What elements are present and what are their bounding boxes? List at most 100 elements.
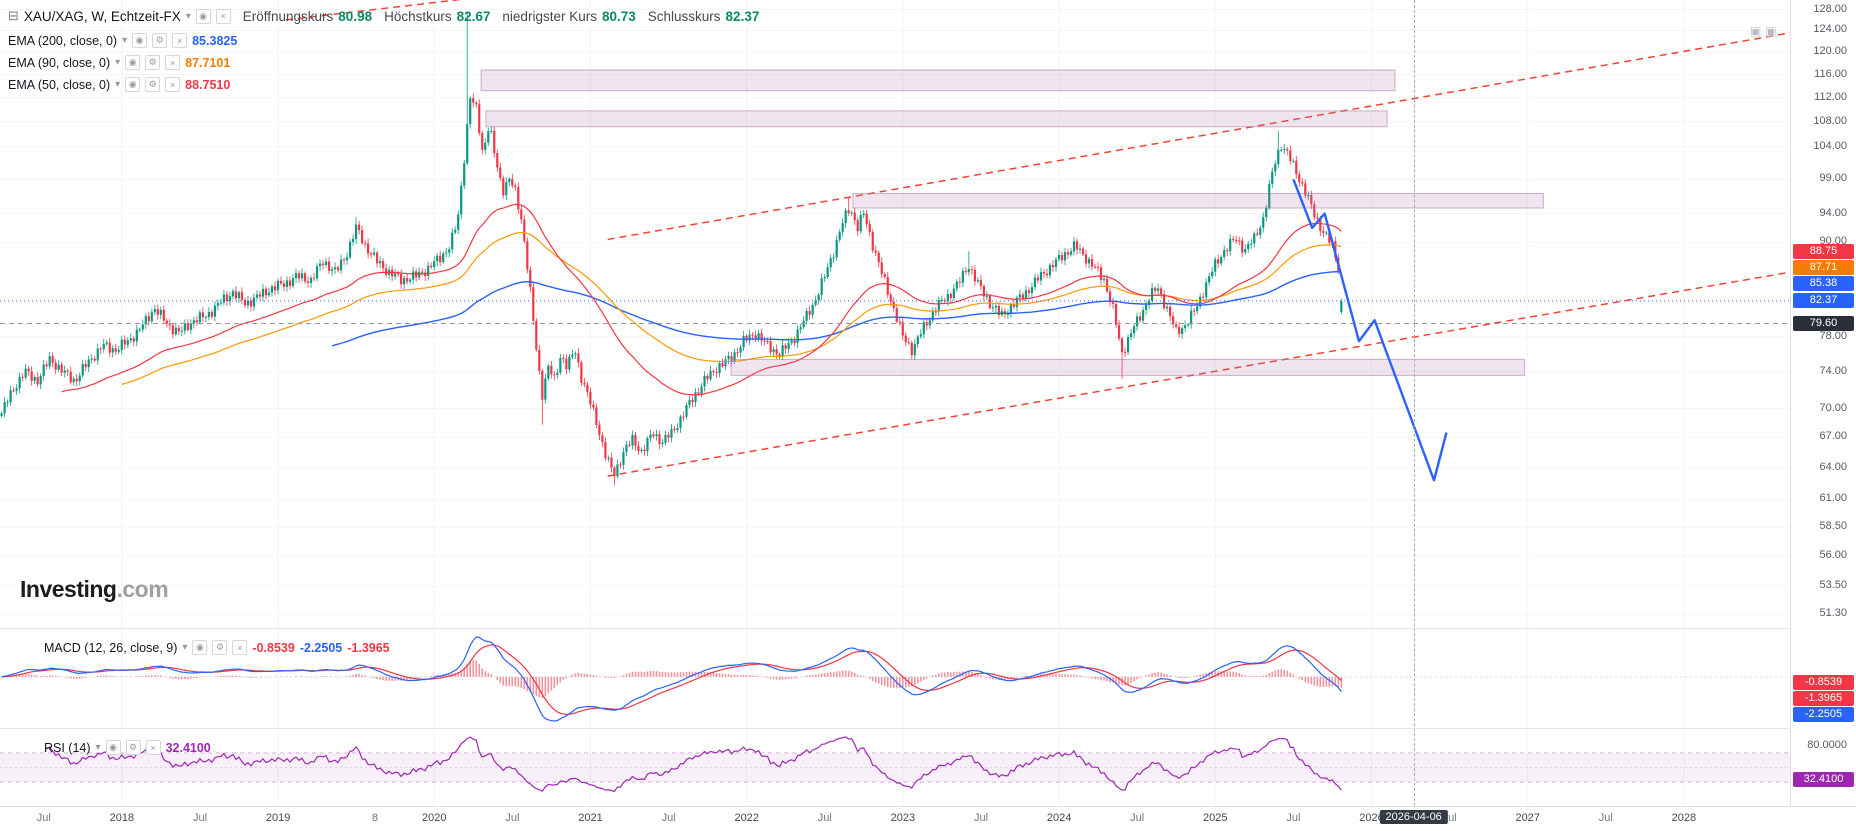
maximize-pane-icon[interactable]: ▣	[1750, 24, 1762, 38]
macd-line-value: -2.2505	[299, 640, 343, 655]
rsi-tick-label: 80.0000	[1807, 738, 1847, 751]
price-tick-label: 53.50	[1819, 579, 1847, 592]
time-axis-label: 2027	[1515, 812, 1540, 824]
settings-gear-icon[interactable]: ⚙	[212, 640, 228, 655]
price-axis[interactable]: 128.00 124.00 120.00 116.00 112.00 108.00 104.…	[1790, 0, 1856, 831]
ohlc-close-label: Schlusskurs	[647, 8, 721, 24]
price-tick-label: 94.00	[1819, 206, 1847, 219]
eye-icon[interactable]: ◉	[132, 33, 148, 48]
delete-icon[interactable]: ×	[232, 640, 248, 655]
time-axis-label: 2019	[265, 812, 291, 824]
settings-gear-icon[interactable]: ⚙	[145, 55, 161, 70]
rsi-badge: 32.4100	[1793, 772, 1854, 788]
ohlc-high-value: 82.67	[456, 8, 491, 24]
time-axis-label: Jul	[1598, 812, 1613, 824]
price-badge: 87.71	[1793, 259, 1854, 275]
time-axis-label: 2025	[1203, 812, 1228, 824]
macd-badge: -0.8539	[1793, 674, 1854, 690]
ema-50-label: EMA (50, close, 0)	[8, 77, 111, 92]
settings-gear-icon[interactable]: ⚙	[152, 33, 168, 48]
pane-separator[interactable]	[0, 628, 1790, 629]
time-axis-label: 2026	[1359, 812, 1384, 824]
settings-gear-icon[interactable]: ⚙	[145, 77, 161, 92]
eye-icon[interactable]: ◉	[195, 8, 211, 24]
logo-suffix: .com	[116, 576, 169, 602]
ema-50-legend[interactable]: EMA (50, close, 0) ▾ ◉ ⚙ × 88.7510	[8, 77, 230, 92]
price-tick-label: 116.00	[1814, 67, 1847, 80]
macd-signal-value: -1.3965	[347, 640, 390, 655]
delete-icon[interactable]: ×	[172, 33, 188, 48]
time-axis-label: Jul	[505, 812, 520, 824]
ema-50-value: 88.7510	[185, 77, 231, 92]
price-badge: 82.37	[1793, 292, 1854, 308]
time-axis-label: Jul	[1130, 812, 1145, 824]
chevron-down-icon[interactable]: ▾	[182, 642, 188, 653]
time-axis-label: 2022	[734, 812, 759, 824]
price-tick-label: 104.00	[1813, 139, 1847, 152]
delete-icon[interactable]: ×	[165, 77, 181, 92]
eye-icon[interactable]: ◉	[192, 640, 208, 655]
rsi-panel[interactable]	[0, 729, 1790, 806]
macd-hist-value: -0.8539	[252, 640, 295, 655]
ohlc-low-label: niedrigster Kurs	[502, 8, 597, 24]
main-price-chart[interactable]	[0, 0, 1790, 629]
ohlc-low-value: 80.73	[601, 8, 636, 24]
macd-legend[interactable]: MACD (12, 26, close, 9) ▾ ◉ ⚙ × -0.8539 …	[44, 640, 390, 655]
price-tick-label: 64.00	[1819, 460, 1847, 473]
eye-icon[interactable]: ◉	[125, 77, 141, 92]
macd-label: MACD (12, 26, close, 9)	[44, 640, 178, 655]
time-axis-label: 2021	[578, 812, 603, 824]
cursor-date-badge: 2026-04-06	[1379, 810, 1448, 824]
time-axis-label: 2028	[1671, 812, 1697, 824]
chevron-down-icon[interactable]: ▾	[115, 57, 121, 68]
price-tick-label: 58.50	[1819, 520, 1847, 533]
chevron-down-icon[interactable]: ▾	[185, 10, 191, 22]
price-tick-label: 120.00	[1813, 45, 1847, 58]
price-tick-label: 78.00	[1819, 329, 1847, 342]
eye-icon[interactable]: ◉	[125, 55, 141, 70]
ema-200-legend[interactable]: EMA (200, close, 0) ▾ ◉ ⚙ × 85.3825	[8, 33, 237, 48]
pane-corner-controls: ▣ ▣	[1750, 24, 1777, 38]
time-axis-label: 2020	[422, 812, 447, 824]
macd-badge: -1.3965	[1793, 690, 1854, 706]
macd-panel[interactable]	[0, 629, 1790, 729]
price-tick-label: 74.00	[1819, 364, 1847, 377]
screenshot-icon[interactable]: ▣	[1765, 24, 1777, 38]
price-tick-label: 56.00	[1819, 549, 1847, 562]
chevron-down-icon[interactable]: ▾	[115, 79, 121, 90]
price-badge: 79.60	[1793, 315, 1854, 331]
symbol-legend[interactable]: ⊟ XAU/XAG, W, Echtzeit-FX ▾ ◉ × Eröffnun…	[8, 8, 759, 24]
ema-200-label: EMA (200, close, 0)	[8, 33, 118, 48]
chevron-down-icon[interactable]: ▾	[122, 35, 128, 46]
time-axis-label: Jul	[36, 812, 51, 824]
eye-icon[interactable]: ◉	[105, 740, 121, 755]
time-axis-label: 2023	[890, 812, 916, 824]
price-tick-label: 51.30	[1819, 606, 1847, 619]
price-tick-label: 124.00	[1813, 23, 1847, 36]
collapse-pane-icon[interactable]: ⊟	[8, 8, 19, 23]
delete-icon[interactable]: ×	[165, 55, 181, 70]
delete-icon[interactable]: ×	[145, 740, 161, 755]
price-tick-label: 70.00	[1819, 401, 1847, 414]
ema-90-legend[interactable]: EMA (90, close, 0) ▾ ◉ ⚙ × 87.7101	[8, 55, 230, 70]
time-axis-label: 2018	[109, 812, 135, 824]
price-badge: 88.75	[1793, 243, 1854, 259]
symbol-title[interactable]: XAU/XAG, W, Echtzeit-FX	[23, 8, 181, 24]
settings-gear-icon[interactable]: ⚙	[125, 740, 141, 755]
ohlc-high-label: Höchstkurs	[384, 8, 452, 24]
price-tick-label: 112.00	[1814, 90, 1847, 103]
time-axis-label: 8	[371, 812, 378, 824]
ohlc-open-label: Eröffnungskurs	[242, 8, 334, 24]
time-axis-label: 2024	[1046, 812, 1072, 824]
time-axis[interactable]: Jul 2018 Jul 2019 8 2020 Jul 2021 Jul 2022 Jul 2023…	[0, 806, 1856, 831]
price-tick-label: 99.00	[1819, 172, 1847, 185]
price-badge: 85.38	[1793, 275, 1854, 291]
logo-text: Investing	[20, 576, 117, 602]
time-axis-label: Jul	[817, 812, 832, 824]
rsi-legend[interactable]: RSI (14) ▾ ◉ ⚙ × 32.4100	[44, 740, 211, 755]
chevron-down-icon[interactable]: ▾	[95, 742, 101, 753]
pane-separator[interactable]	[0, 728, 1790, 729]
rsi-value: 32.4100	[165, 740, 211, 755]
close-icon[interactable]: ×	[215, 8, 231, 24]
